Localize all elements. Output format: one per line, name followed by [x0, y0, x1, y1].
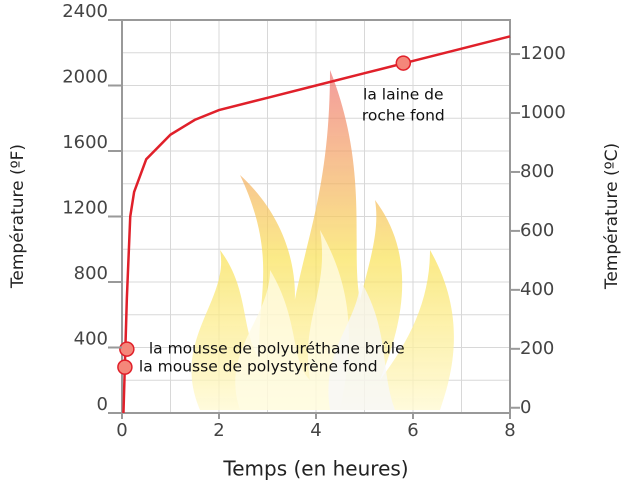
- y-axis-label: Température (ºF): [8, 144, 28, 289]
- y-tick-label: 1600: [62, 132, 108, 153]
- y-tick-label: 0: [97, 394, 108, 415]
- y-tick-label: 1200: [62, 198, 108, 219]
- y-tick-label: 800: [74, 263, 108, 284]
- y2-tick-label: 1000: [520, 102, 566, 123]
- annotation-marker: [120, 342, 134, 356]
- y2-tick-label: 800: [520, 161, 554, 182]
- y2-tick-label: 1200: [520, 43, 566, 64]
- chart: la mousse de polyuréthane brûlela mousse…: [0, 0, 624, 489]
- y2-axis-label: Température (ºC): [602, 143, 622, 290]
- y2-tick-label: 600: [520, 220, 554, 241]
- y-tick-label: 400: [74, 329, 108, 350]
- y2-tick-label: 0: [520, 397, 531, 418]
- x-tick-label: 8: [504, 420, 515, 441]
- y2-tick-label: 400: [520, 279, 554, 300]
- annotation-text: la laine de: [363, 86, 444, 104]
- x-tick-label: 6: [407, 420, 418, 441]
- y-tick-label: 2400: [62, 1, 108, 22]
- annotation-text: roche fond: [362, 107, 445, 125]
- y-tick-label: 2000: [62, 67, 108, 88]
- x-axis-label: Temps (en heures): [222, 457, 408, 481]
- x-tick-label: 2: [213, 420, 224, 441]
- x-tick-label: 4: [310, 420, 321, 441]
- annotation-marker: [118, 360, 132, 374]
- annotation-text: la mousse de polyuréthane brûle: [149, 340, 405, 358]
- y2-tick-label: 200: [520, 338, 554, 359]
- annotation-marker: [396, 56, 410, 70]
- x-tick-label: 0: [116, 420, 127, 441]
- annotation-text: la mousse de polystyrène fond: [139, 358, 378, 376]
